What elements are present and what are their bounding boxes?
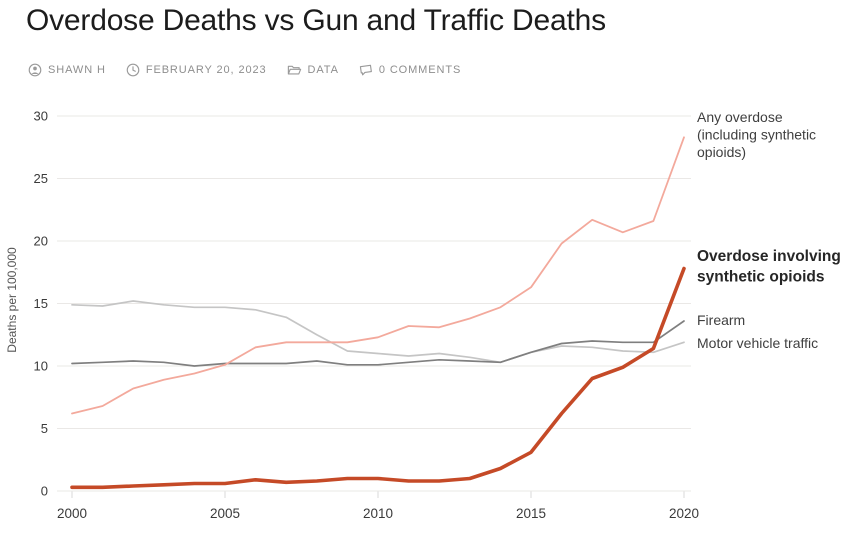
y-tick-label-5: 5 bbox=[41, 421, 48, 436]
meta-author[interactable]: SHAWN H bbox=[28, 63, 106, 77]
clock-icon bbox=[126, 63, 140, 77]
line-any-overdose-including-synthetic-opioids bbox=[71, 136, 685, 415]
y-tick-label-20: 20 bbox=[34, 234, 48, 249]
x-tick-label-2000: 2000 bbox=[57, 506, 87, 521]
line-overdose-involving-synthetic-opioids bbox=[70, 266, 686, 490]
series-label-any-overdose-including-synthetic-opioids-line3: opioids) bbox=[697, 144, 746, 160]
author-name[interactable]: SHAWN H bbox=[48, 63, 106, 76]
series-label-firearm-line1: Firearm bbox=[697, 312, 745, 328]
meta-category[interactable]: DATA bbox=[287, 63, 339, 77]
x-tick-label-2020: 2020 bbox=[669, 506, 699, 521]
x-tick-label-2005: 2005 bbox=[210, 506, 240, 521]
comments-link[interactable]: 0 COMMENTS bbox=[378, 63, 462, 76]
page-title: Overdose Deaths vs Gun and Traffic Death… bbox=[26, 4, 606, 37]
x-tick-label-2010: 2010 bbox=[363, 506, 393, 521]
chart-container: 0 5 10 15 20 25 30 2000 2005 2010 2015 2020 Deaths p… bbox=[0, 95, 860, 540]
x-tick-label-2015: 2015 bbox=[516, 506, 546, 521]
y-tick-label-15: 15 bbox=[34, 296, 48, 311]
series-label-any-overdose-including-synthetic-opioids-line2: (including synthetic bbox=[697, 127, 816, 143]
category-link[interactable]: DATA bbox=[307, 63, 339, 76]
line-motor-vehicle-traffic bbox=[71, 300, 685, 364]
meta-date: FEBRUARY 20, 2023 bbox=[126, 63, 267, 77]
folder-icon bbox=[287, 63, 302, 77]
y-tick-label-10: 10 bbox=[34, 359, 48, 374]
y-tick-label-30: 30 bbox=[34, 109, 48, 124]
post-meta-row: SHAWN H FEBRUARY 20, 2023 DATA bbox=[28, 63, 461, 77]
line-firearm bbox=[71, 320, 685, 367]
y-axis-label: Deaths per 100,000 bbox=[5, 247, 19, 353]
series-label-any-overdose-including-synthetic-opioids-line1: Any overdose bbox=[697, 109, 783, 125]
y-tick-label-0: 0 bbox=[41, 484, 48, 499]
y-tick-label-25: 25 bbox=[34, 171, 48, 186]
series-label-motor-vehicle-traffic-line1: Motor vehicle traffic bbox=[697, 335, 818, 351]
series-label-overdose-involving-synthetic-opioids-line2: synthetic opioids bbox=[697, 269, 824, 286]
post-date: FEBRUARY 20, 2023 bbox=[145, 63, 267, 76]
author-icon bbox=[28, 63, 42, 77]
series-label-overdose-involving-synthetic-opioids-line1: Overdose involving bbox=[697, 248, 841, 265]
comment-icon bbox=[359, 63, 373, 77]
meta-comments[interactable]: 0 COMMENTS bbox=[359, 63, 461, 77]
chart-svg: 0 5 10 15 20 25 30 2000 2005 2010 2015 2020 Deaths p… bbox=[5, 109, 841, 522]
